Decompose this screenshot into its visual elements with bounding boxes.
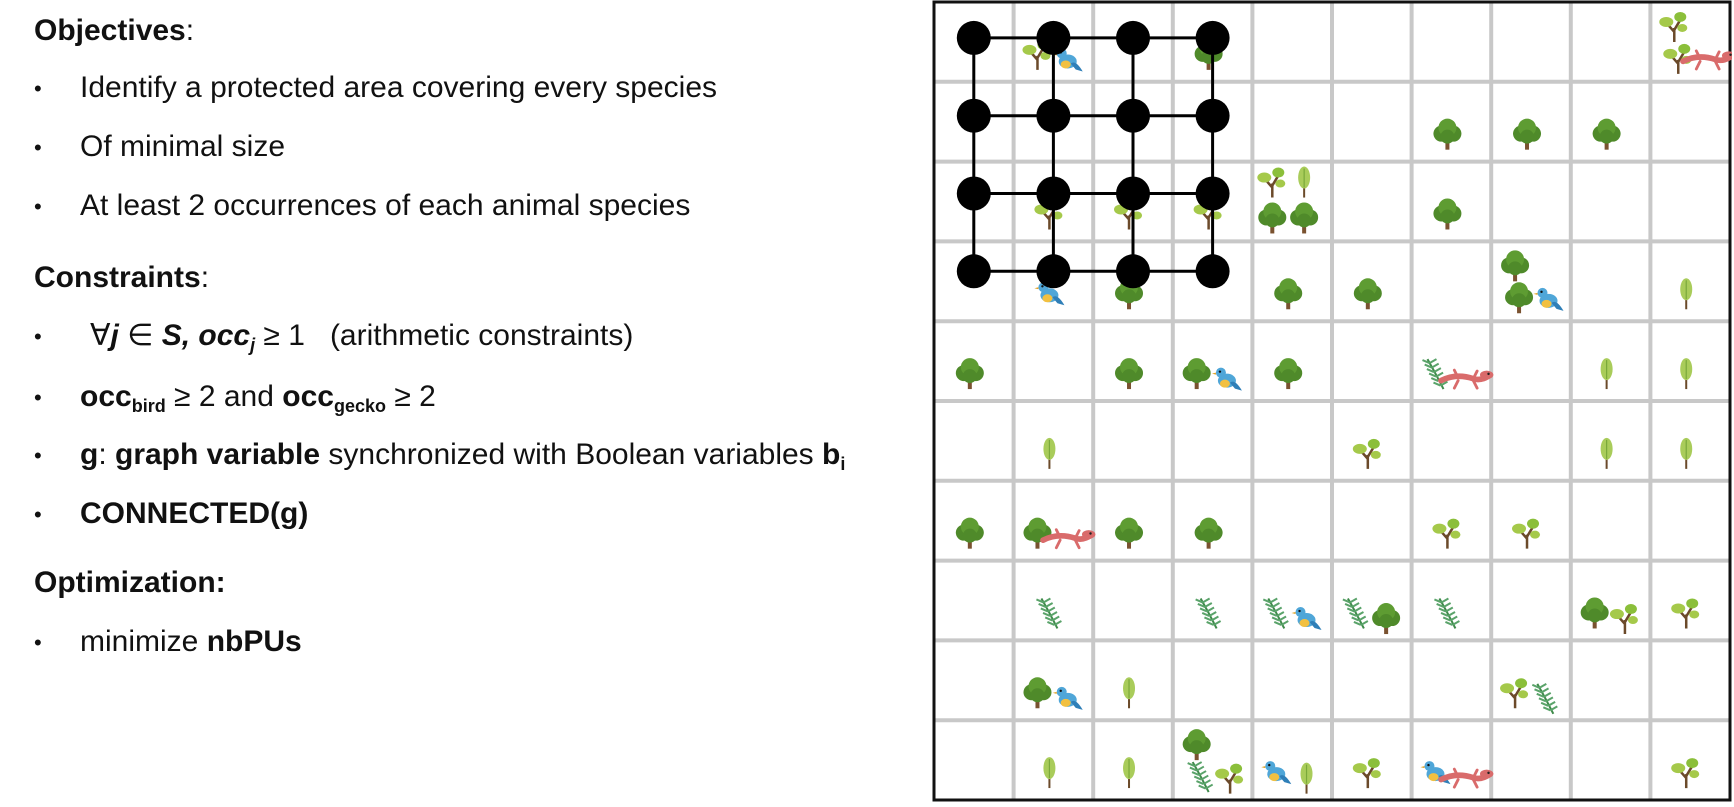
bird-icon <box>1291 607 1322 631</box>
sapling-icon <box>1680 358 1693 390</box>
graph-node <box>956 254 991 289</box>
tree-small-icon <box>1500 678 1529 709</box>
sapling-icon <box>1600 437 1613 469</box>
tree-small-icon <box>1671 758 1700 789</box>
tree-round-icon <box>1433 118 1462 150</box>
tree-round-icon <box>1372 603 1401 635</box>
tree-small-icon <box>1659 11 1688 42</box>
tree-small-icon <box>1215 763 1244 794</box>
constraint-item: • g: graph variable synchronized with Boo… <box>34 438 846 474</box>
tree-round-icon <box>1182 358 1211 390</box>
objective-item: • Identify a protected area covering ever… <box>34 71 718 104</box>
tree-round-icon <box>1274 358 1303 390</box>
tree-round-icon <box>1505 282 1534 314</box>
tree-small-icon <box>1609 604 1638 635</box>
graph-node <box>1116 20 1150 55</box>
tree-round-icon <box>955 358 984 390</box>
objective-item: • Of minimal size <box>34 130 286 163</box>
graph-node <box>1116 254 1150 289</box>
tree-small-icon <box>1671 598 1700 629</box>
graph-node <box>956 98 991 133</box>
bird-icon <box>1420 761 1451 785</box>
fern-icon <box>1342 597 1369 629</box>
bird-icon <box>1533 287 1564 311</box>
tree-round-icon <box>1290 202 1319 234</box>
tree-round-icon <box>1182 729 1211 761</box>
tree-small-icon <box>1352 758 1381 789</box>
graph-node <box>1116 98 1150 133</box>
tree-small-icon <box>1432 518 1461 549</box>
tree-round-icon <box>1258 202 1287 234</box>
bird-icon <box>1211 367 1242 391</box>
tree-small-icon <box>1257 167 1286 198</box>
text-panel: Objectives: • Identify a protected area c… <box>34 14 846 658</box>
objective-item: • At least 2 occurrences of each animal s… <box>34 189 691 222</box>
sapling-icon <box>1600 358 1613 390</box>
sapling-icon <box>1043 437 1056 469</box>
constraint-item: • CONNECTED(g) <box>34 497 309 530</box>
graph-node <box>1036 20 1071 55</box>
graph-node <box>1036 98 1071 133</box>
tree-round-icon <box>955 517 984 549</box>
sapling-icon <box>1300 762 1313 794</box>
graph-node <box>1036 176 1071 211</box>
tree-round-icon <box>1194 517 1223 549</box>
graph-node <box>1116 176 1150 211</box>
grid-svg <box>932 0 1732 802</box>
tree-round-icon <box>1580 597 1609 629</box>
fern-icon <box>1262 597 1289 629</box>
constraints-heading: Constraints: <box>34 261 210 294</box>
graph-node <box>1195 98 1230 133</box>
bird-icon <box>1052 686 1083 710</box>
sapling-icon <box>1298 166 1311 198</box>
species-grid <box>932 0 1732 803</box>
fern-icon <box>1187 761 1214 793</box>
graph-node <box>956 176 991 211</box>
tree-small-icon <box>1352 438 1381 469</box>
graph-node <box>1195 20 1230 55</box>
constraint-item: • occbird ≥ 2 and occgecko ≥ 2 <box>34 380 436 416</box>
tree-round-icon <box>1513 118 1542 150</box>
objectives-heading: Objectives: <box>34 14 195 47</box>
gecko-icon <box>1438 767 1494 789</box>
constraint-item: • ∀j ∈ S, occj ≥ 1 (arithmetic constraint… <box>34 319 634 355</box>
graph-node <box>1195 254 1230 289</box>
optimization-item: • minimize nbPUs <box>34 625 302 658</box>
tree-round-icon <box>1023 517 1052 549</box>
grid-border <box>932 0 1732 802</box>
tree-round-icon <box>1023 677 1052 709</box>
tree-round-icon <box>1592 118 1621 150</box>
sapling-icon <box>1043 757 1056 789</box>
graph-node <box>1195 176 1230 211</box>
tree-round-icon <box>1353 278 1382 310</box>
bird-icon <box>1261 761 1292 785</box>
tree-round-icon <box>1274 278 1303 310</box>
tree-round-icon <box>1115 517 1144 549</box>
tree-small-icon <box>1512 518 1541 549</box>
tree-round-icon <box>1501 250 1530 282</box>
sapling-icon <box>1680 437 1693 469</box>
sapling-icon <box>1123 677 1136 709</box>
tree-round-icon <box>1115 358 1144 390</box>
fern-icon <box>1422 358 1448 390</box>
fern-icon <box>1434 597 1460 629</box>
gecko-icon <box>1040 528 1096 550</box>
optimization-heading: Optimization: <box>34 566 226 599</box>
fern-icon <box>1531 682 1558 715</box>
graph-node <box>956 20 991 55</box>
gecko-icon <box>1680 49 1732 71</box>
sapling-icon <box>1123 757 1136 789</box>
fern-icon <box>1195 597 1222 629</box>
graph-node <box>1036 254 1071 289</box>
fern-icon <box>1036 597 1062 629</box>
gecko-icon <box>1438 368 1494 390</box>
tree-round-icon <box>1433 198 1462 230</box>
sapling-icon <box>1680 278 1693 310</box>
